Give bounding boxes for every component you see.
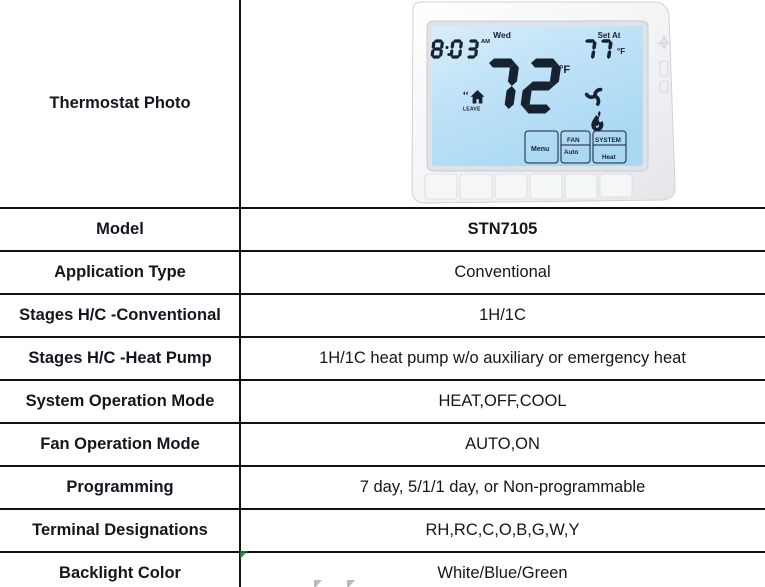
- svg-text:LEAVE: LEAVE: [463, 107, 481, 113]
- svg-text:SYSTEM: SYSTEM: [595, 137, 621, 144]
- svg-text:FAN: FAN: [567, 137, 580, 144]
- svg-text:°F: °F: [617, 47, 625, 56]
- svg-text:Set At: Set At: [598, 31, 621, 40]
- svg-text:Menu: Menu: [531, 146, 549, 153]
- svg-text:AM: AM: [481, 39, 490, 45]
- svg-text:Auto: Auto: [564, 149, 578, 156]
- svg-text:Heat: Heat: [602, 154, 617, 161]
- svg-text:Wed: Wed: [493, 30, 511, 40]
- svg-text:°F: °F: [559, 64, 570, 76]
